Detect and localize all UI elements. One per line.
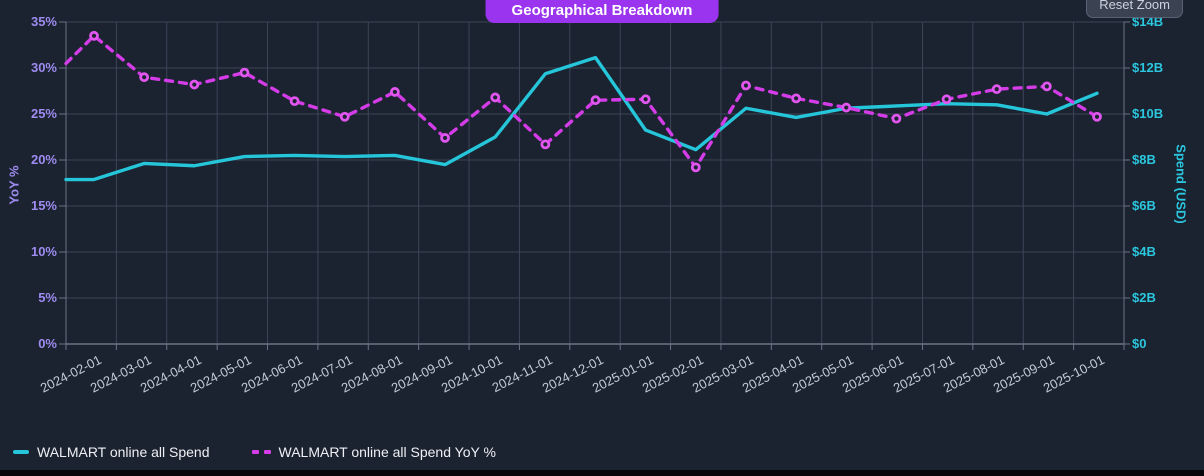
yoy-data-point[interactable]: [490, 92, 501, 103]
left-axis-tick-label: 0%: [38, 336, 57, 351]
right-axis-title: Spend (USD): [1173, 144, 1189, 224]
right-axis-tick-label: $10B: [1132, 106, 1164, 121]
right-axis-tick-label: $2B: [1132, 290, 1156, 305]
yoy-data-point[interactable]: [1092, 111, 1102, 122]
right-axis-tick-label: $6B: [1132, 198, 1156, 213]
yoy-data-point[interactable]: [540, 139, 551, 150]
legend-item-spend[interactable]: WALMART online all Spend: [13, 444, 210, 460]
right-axis-tick-label: $8B: [1132, 152, 1156, 167]
yoy-data-point[interactable]: [640, 94, 651, 105]
yoy-data-point[interactable]: [139, 72, 150, 83]
left-axis-tick-label: 20%: [30, 152, 57, 167]
yoy-data-point[interactable]: [1041, 81, 1052, 92]
yoy-data-point[interactable]: [189, 79, 200, 90]
legend-swatch-dashed-line-icon: [251, 450, 271, 454]
yoy-data-point[interactable]: [590, 95, 601, 106]
yoy-data-point[interactable]: [841, 102, 852, 113]
legend-label-yoy: WALMART online all Spend YoY %: [278, 444, 496, 460]
yoy-data-point[interactable]: [89, 30, 99, 41]
yoy-data-point[interactable]: [941, 94, 952, 105]
legend: WALMART online all Spend WALMART online …: [13, 443, 496, 461]
yoy-data-point[interactable]: [690, 162, 701, 173]
left-axis-tick-label: 15%: [30, 198, 57, 213]
legend-item-yoy[interactable]: WALMART online all Spend YoY %: [251, 444, 496, 460]
yoy-data-point[interactable]: [239, 67, 250, 78]
yoy-data-point[interactable]: [891, 113, 902, 124]
spend-line-series: [64, 55, 1099, 182]
yoy-dashed-line-series: [64, 34, 1099, 170]
yoy-data-point[interactable]: [440, 133, 450, 143]
yoy-data-point[interactable]: [791, 93, 801, 104]
legend-swatch-solid-line-icon: [13, 450, 29, 454]
yoy-data-point[interactable]: [991, 84, 1002, 95]
left-axis-title: YoY %: [6, 165, 22, 205]
left-axis-tick-label: 25%: [30, 106, 57, 121]
window-bottom-border: [0, 470, 1204, 476]
right-axis-tick-label: $4B: [1132, 244, 1156, 259]
left-axis-tick-label: 35%: [30, 14, 57, 29]
reset-zoom-button[interactable]: Reset Zoom: [1086, 0, 1183, 18]
right-axis-tick-label: $0: [1132, 336, 1147, 351]
chart-title-badge: Geographical Breakdown: [485, 0, 719, 23]
yoy-data-point[interactable]: [289, 96, 300, 107]
yoy-data-point[interactable]: [741, 80, 751, 91]
legend-label-spend: WALMART online all Spend: [37, 444, 210, 460]
yoy-data-point[interactable]: [339, 111, 350, 122]
left-axis-tick-label: 30%: [30, 60, 57, 75]
left-axis-tick-label: 10%: [30, 244, 57, 259]
yoy-data-point[interactable]: [389, 87, 400, 97]
right-axis-tick-label: $12B: [1132, 60, 1164, 75]
left-axis-tick-label: 5%: [38, 290, 57, 305]
